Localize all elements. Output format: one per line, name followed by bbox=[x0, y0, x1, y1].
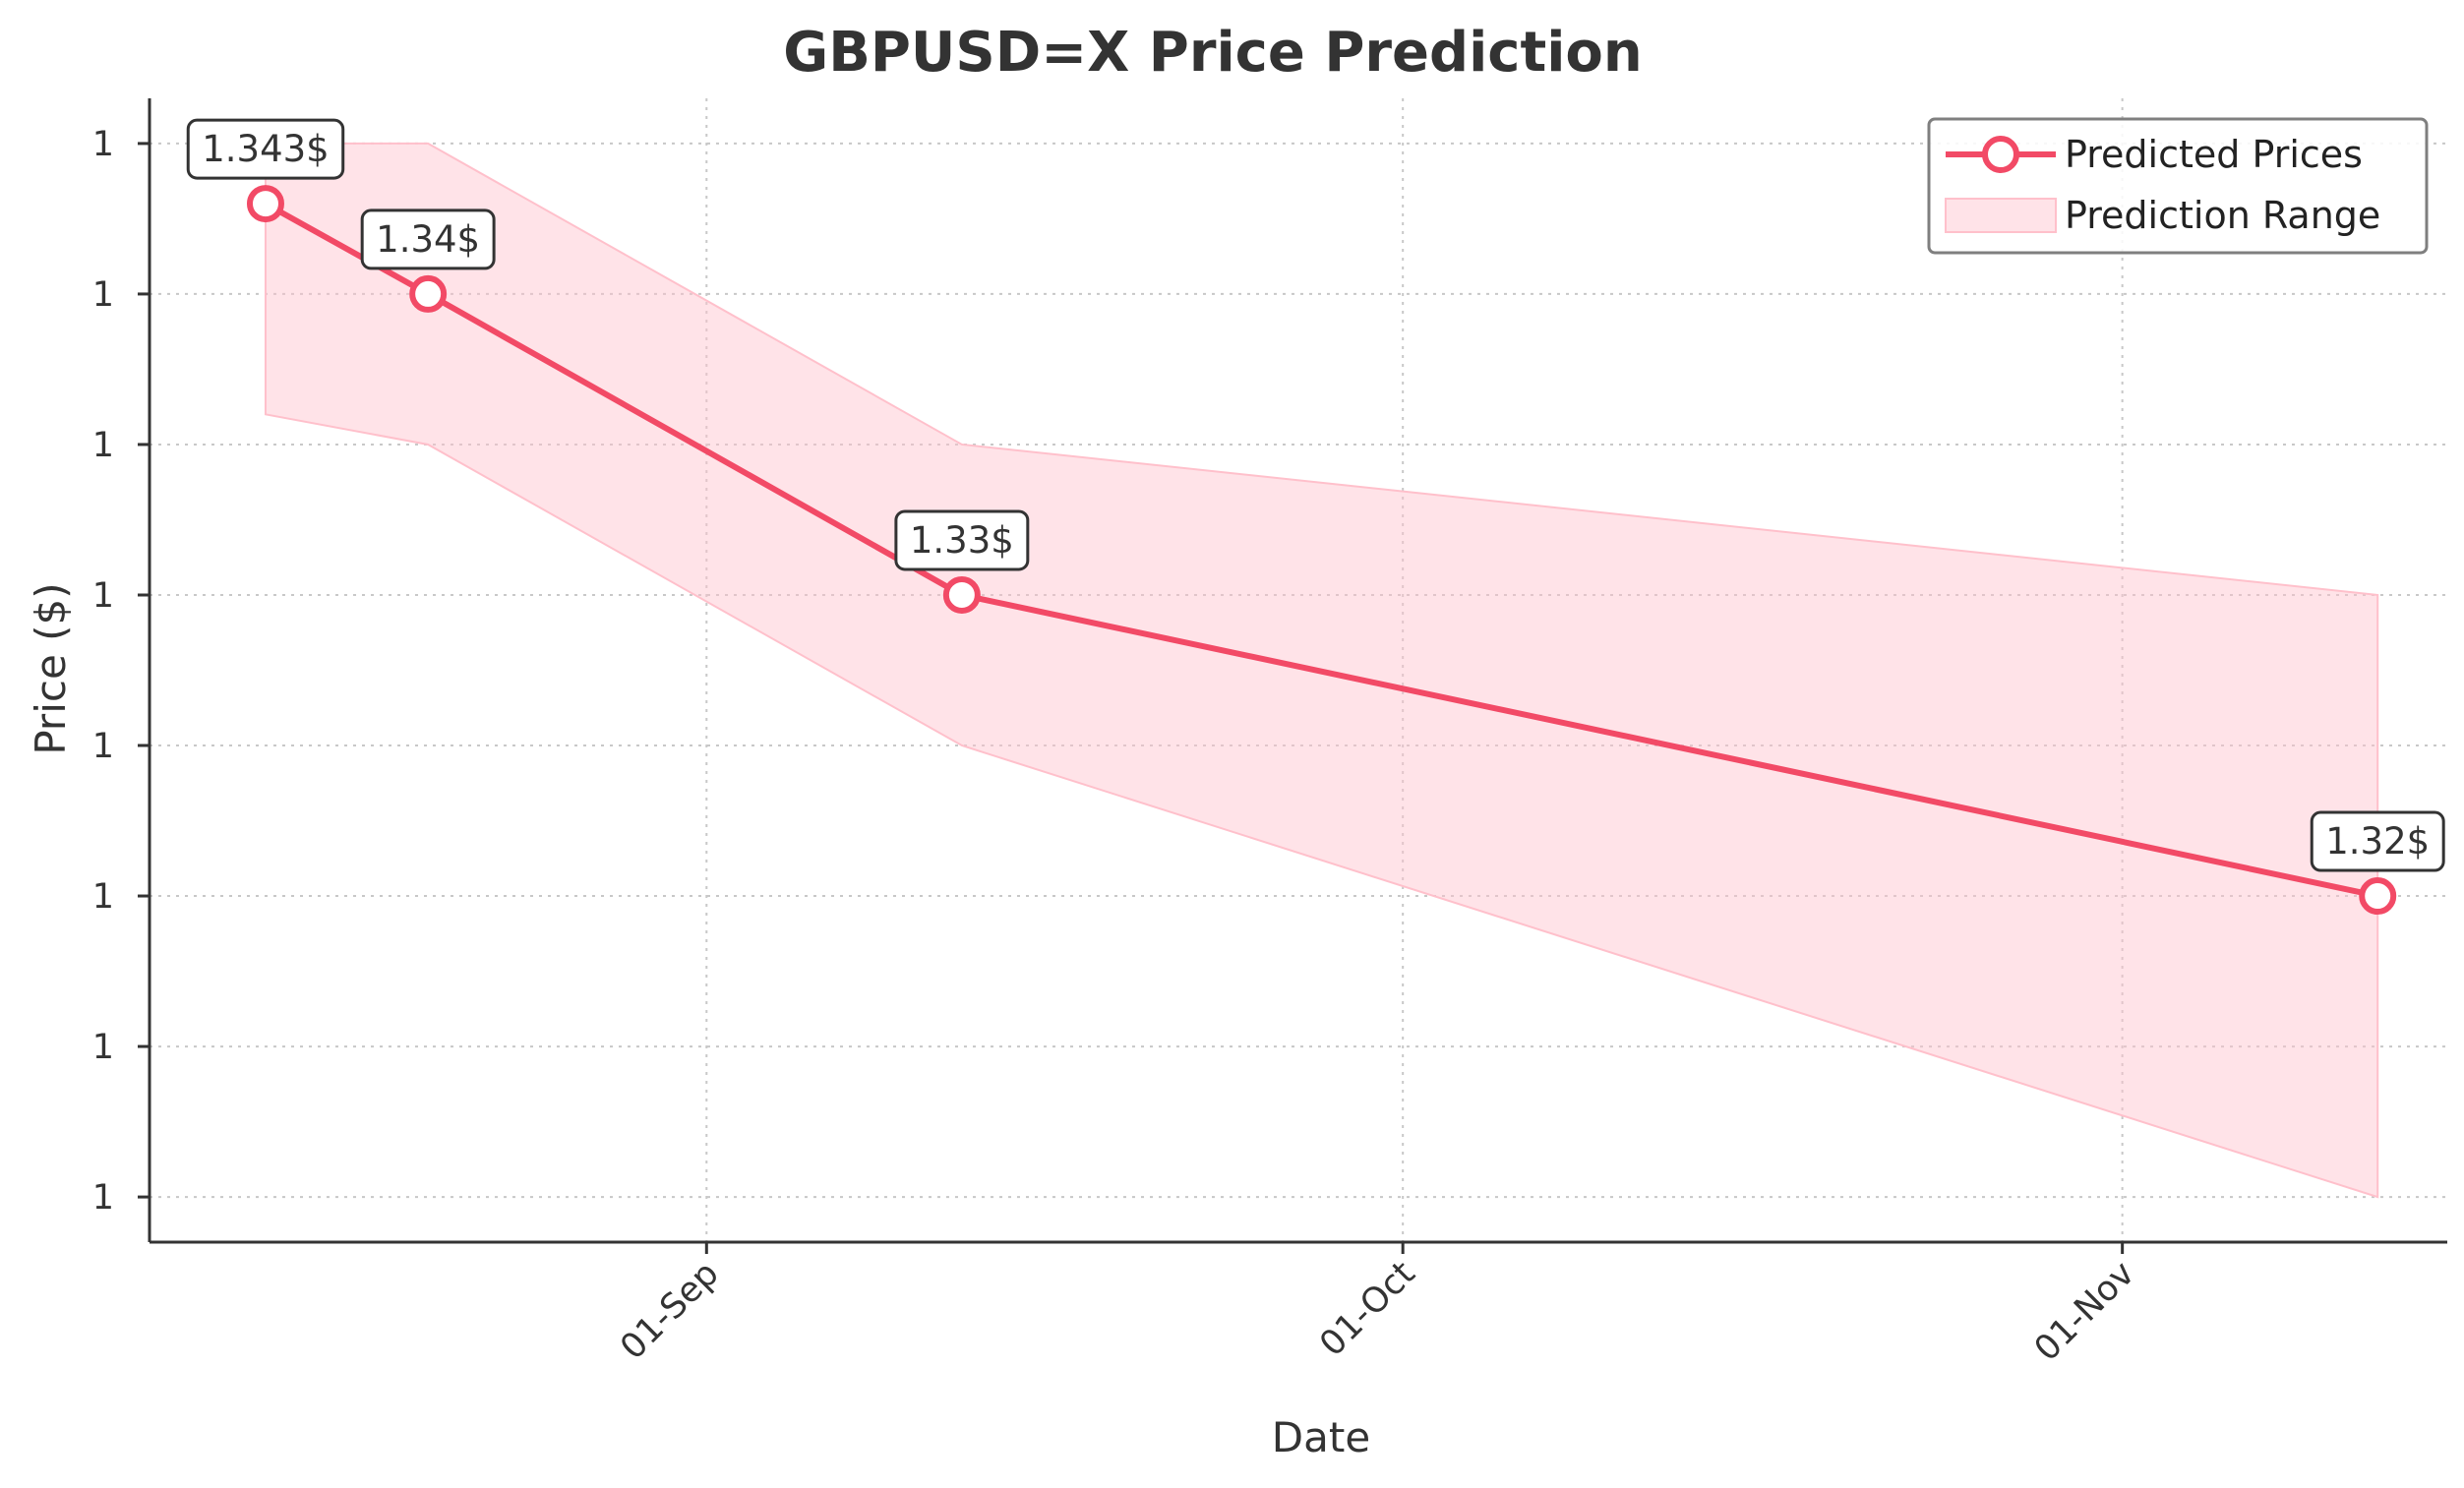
x-tick-label-nov: 01-Nov bbox=[2027, 1254, 2142, 1369]
y-tick-label-3: 1 bbox=[92, 426, 114, 465]
legend-label-prediction-range: Prediction Range bbox=[2065, 194, 2380, 237]
data-label-box-2 bbox=[360, 208, 496, 270]
y-tick-label-5: 1 bbox=[92, 727, 114, 766]
predicted-price-point-2 bbox=[409, 274, 448, 313]
predicted-price-line bbox=[264, 201, 2378, 899]
legend: Predicted Prices Prediction Range bbox=[1927, 117, 2429, 255]
y-tick-label-4: 1 bbox=[92, 576, 114, 616]
data-label-box-1 bbox=[186, 118, 345, 180]
predicted-prices-layer bbox=[246, 185, 2397, 916]
data-label-3: 1.33$ bbox=[894, 509, 1030, 571]
y-tick-label-7: 1 bbox=[92, 1028, 114, 1067]
data-label-text-1: 1.343$ bbox=[202, 128, 329, 170]
x-axis-title: Date bbox=[1272, 1413, 1370, 1461]
data-label-layer: 1.343$ 1.34$ 1.33$ 1.32$ bbox=[186, 118, 2445, 872]
predicted-price-point-1 bbox=[246, 185, 284, 223]
predicted-price-point-4 bbox=[2359, 877, 2397, 916]
data-label-text-3: 1.33$ bbox=[910, 519, 1014, 562]
data-label-box-3 bbox=[894, 509, 1030, 571]
predicted-price-point-3 bbox=[942, 575, 981, 614]
y-tick-label-2: 1 bbox=[92, 275, 114, 315]
data-label-1: 1.343$ bbox=[186, 118, 345, 180]
chart-title: GBPUSD=X Price Prediction bbox=[783, 21, 1643, 85]
y-tick-label-8: 1 bbox=[92, 1178, 114, 1218]
legend-area-swatch bbox=[1945, 198, 2057, 233]
y-tick-label-1: 1 bbox=[92, 125, 114, 164]
data-label-4: 1.32$ bbox=[2310, 810, 2445, 872]
x-tick-label-oct: 01-Oct bbox=[1312, 1254, 1422, 1364]
data-label-text-2: 1.34$ bbox=[376, 218, 480, 261]
x-tick-label-sep: 01-Sep bbox=[613, 1254, 726, 1367]
data-label-box-4 bbox=[2310, 810, 2445, 872]
y-tick-label-6: 1 bbox=[92, 877, 114, 917]
legend-marker-swatch bbox=[1982, 136, 2019, 173]
data-label-2: 1.34$ bbox=[360, 208, 496, 270]
y-axis-title: Price ($) bbox=[27, 582, 75, 754]
legend-label-predicted-prices: Predicted Prices bbox=[2065, 133, 2363, 176]
grid-layer bbox=[150, 98, 2447, 1242]
data-label-text-4: 1.32$ bbox=[2325, 820, 2430, 863]
